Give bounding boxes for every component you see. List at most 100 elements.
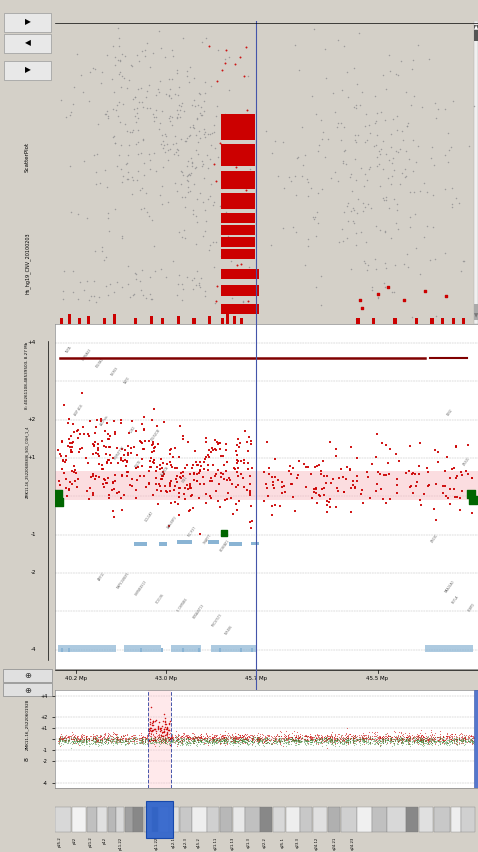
Point (58, 488, 66, 502)
Point (303, 728, 311, 742)
Point (304, 232, 312, 245)
Point (227, 731, 234, 745)
Point (165, 730, 173, 744)
Point (151, 722, 158, 736)
Point (346, 462, 354, 475)
Point (196, 730, 203, 744)
Point (118, 504, 126, 517)
Bar (313, 808, 327, 832)
Point (315, 732, 323, 746)
Point (86, 737, 93, 751)
Point (205, 730, 212, 744)
Point (372, 262, 380, 276)
Point (58, 731, 65, 745)
Point (279, 135, 287, 149)
Point (193, 111, 201, 124)
Point (359, 733, 367, 746)
Point (200, 733, 208, 746)
Point (240, 729, 248, 743)
Point (237, 734, 245, 747)
Point (121, 737, 129, 751)
Point (151, 732, 158, 746)
Point (165, 732, 173, 746)
Point (205, 735, 213, 749)
Point (111, 736, 119, 750)
Point (288, 733, 295, 746)
Point (276, 733, 284, 746)
Point (405, 733, 413, 746)
Bar (144, 808, 152, 832)
Point (202, 734, 210, 748)
Point (359, 496, 367, 509)
Text: q11.22: q11.22 (154, 837, 159, 850)
Text: S CHRNB6: S CHRNB6 (176, 597, 189, 613)
Point (215, 731, 223, 745)
Point (78, 738, 86, 751)
Point (370, 729, 378, 743)
Text: AGCPats: AGCPats (99, 414, 110, 426)
Point (365, 162, 373, 176)
Point (226, 471, 233, 485)
Point (105, 735, 112, 749)
Point (216, 736, 224, 750)
Point (138, 732, 146, 746)
Point (61, 729, 69, 743)
Point (340, 735, 348, 749)
Point (206, 728, 214, 742)
Point (268, 737, 276, 751)
Point (372, 139, 380, 153)
Point (191, 733, 198, 746)
Point (300, 732, 307, 746)
Point (289, 731, 296, 745)
Point (92, 734, 99, 748)
Point (179, 728, 187, 742)
Point (116, 734, 123, 747)
Point (267, 239, 275, 252)
Point (170, 255, 177, 268)
Point (93, 734, 101, 748)
Point (347, 732, 354, 746)
Point (312, 486, 320, 499)
Point (127, 734, 134, 748)
Point (159, 732, 167, 746)
Point (69, 435, 77, 449)
Point (351, 730, 359, 744)
Point (403, 728, 411, 742)
Point (71, 732, 79, 746)
Point (360, 737, 368, 751)
Point (259, 734, 266, 748)
Point (228, 247, 235, 261)
Point (143, 204, 151, 218)
Point (391, 734, 399, 747)
Point (414, 735, 422, 749)
Point (288, 478, 296, 492)
Point (179, 465, 186, 479)
Point (289, 220, 296, 233)
Point (380, 163, 387, 176)
Point (327, 733, 335, 746)
Point (317, 732, 325, 746)
Point (180, 733, 188, 746)
Point (181, 736, 189, 750)
Point (222, 733, 229, 746)
Point (400, 733, 407, 746)
Bar (198, 648, 200, 652)
Point (82, 729, 90, 743)
Point (326, 735, 334, 749)
Point (347, 463, 354, 477)
Point (375, 734, 382, 747)
Point (417, 268, 424, 281)
Point (326, 730, 334, 744)
Point (328, 729, 336, 743)
Point (422, 734, 430, 748)
Point (294, 731, 302, 745)
Point (75, 423, 82, 437)
Point (374, 737, 382, 751)
Point (425, 734, 433, 747)
Point (270, 735, 277, 749)
Point (86, 734, 93, 747)
Text: ScatterPlot: ScatterPlot (25, 142, 30, 172)
Point (121, 733, 129, 746)
Point (182, 731, 190, 745)
Point (157, 735, 165, 749)
